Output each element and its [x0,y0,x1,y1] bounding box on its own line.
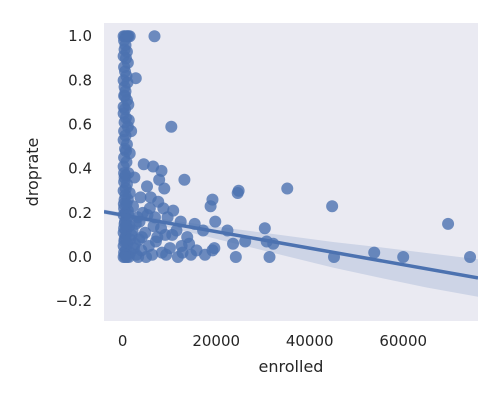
data-point [134,191,147,204]
data-point [227,237,240,250]
x-axis-ticks: 0 20000 40000 60000 [118,332,427,350]
data-point [148,30,161,43]
data-point [144,191,157,204]
data-point [209,215,222,228]
y-tick-label: −0.2 [56,292,92,310]
data-point [119,89,132,102]
y-tick-label: 0.2 [68,204,92,222]
data-point [158,182,171,195]
data-point [140,250,153,263]
data-point [442,217,455,230]
data-point [118,167,131,180]
y-tick-label: 0.4 [68,160,92,178]
x-tick-label: 40000 [286,332,334,350]
regression-line [104,210,478,280]
x-tick-label: 20000 [192,332,240,350]
data-point [166,228,179,241]
confidence-band [104,209,478,297]
y-tick-label: 0.6 [68,116,92,134]
data-point [258,222,271,235]
data-point [464,250,477,263]
data-point [178,173,191,186]
data-point [204,200,217,213]
data-point [119,250,132,263]
x-axis-label: enrolled [259,357,324,376]
data-point [151,231,164,244]
data-point [281,182,294,195]
data-point [141,180,154,193]
data-point [137,158,150,171]
data-point [165,120,178,133]
data-point [126,224,139,237]
data-point [263,250,276,263]
data-point [229,250,242,263]
data-point [171,250,184,263]
data-point [117,198,130,211]
data-point [160,248,173,261]
x-tick-label: 60000 [379,332,427,350]
y-tick-label: 0.8 [68,71,92,89]
data-point [184,248,197,261]
data-point [368,246,381,259]
data-point [326,200,339,213]
data-point [157,202,170,215]
y-axis-label: droprate [23,138,42,207]
data-point [135,231,148,244]
data-point [119,182,132,195]
y-tick-label: 1.0 [68,27,92,45]
data-point [117,100,130,113]
y-axis-ticks: −0.2 0.0 0.2 0.4 0.6 0.8 1.0 [56,27,92,310]
data-point [122,114,135,127]
data-point [397,250,410,263]
data-point [153,173,166,186]
y-tick-label: 0.0 [68,248,92,266]
x-tick-label: 0 [118,332,128,350]
data-point [198,248,211,261]
data-point [119,145,132,158]
data-point [231,186,244,199]
